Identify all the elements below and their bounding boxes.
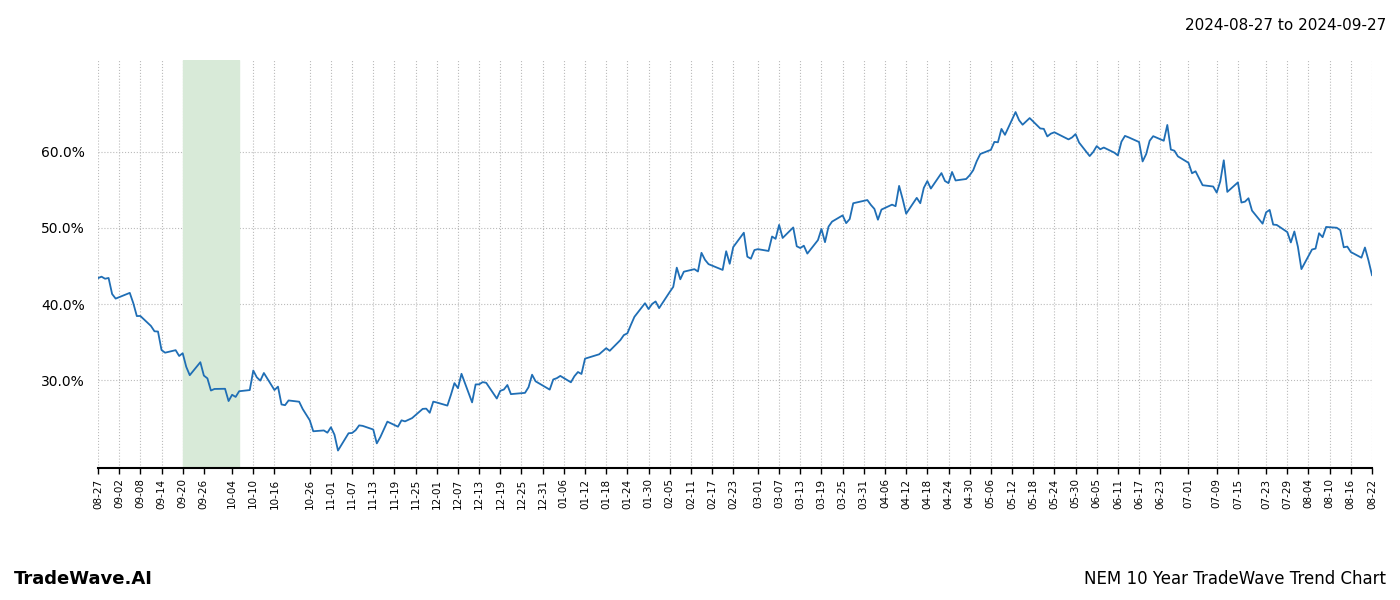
Text: TradeWave.AI: TradeWave.AI	[14, 570, 153, 588]
Text: 2024-08-27 to 2024-09-27: 2024-08-27 to 2024-09-27	[1184, 18, 1386, 33]
Text: NEM 10 Year TradeWave Trend Chart: NEM 10 Year TradeWave Trend Chart	[1084, 570, 1386, 588]
Bar	[182, 60, 239, 468]
